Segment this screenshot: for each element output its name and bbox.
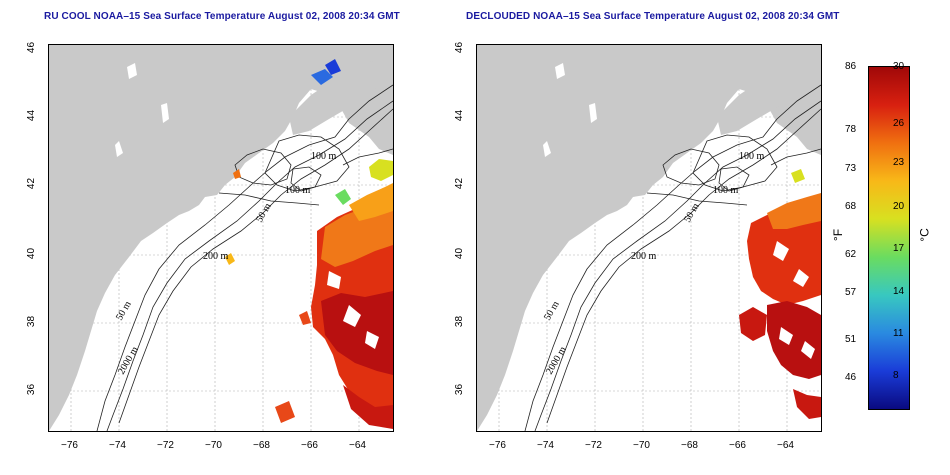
bathymetry-contours bbox=[524, 84, 821, 431]
map-right-svg: 100 m 100 m 50 m 200 m 50 m 2000 m bbox=[477, 45, 821, 431]
y-tick-label: 44 bbox=[26, 109, 38, 122]
lake bbox=[115, 141, 123, 157]
nova-scotia bbox=[717, 55, 821, 135]
contour-label-200m: 200 m bbox=[631, 251, 657, 262]
contour-label-50m: 50 m bbox=[114, 299, 134, 322]
x-tick-label: −66 bbox=[301, 440, 318, 451]
celsius-tick: 23 bbox=[893, 157, 905, 168]
y-tick-label: 38 bbox=[454, 315, 466, 328]
celsius-tick: 30 bbox=[893, 61, 905, 72]
x-tick-label: −70 bbox=[205, 440, 222, 451]
fahrenheit-unit-label: °F bbox=[831, 228, 846, 242]
celsius-tick: 8 bbox=[893, 370, 899, 381]
lake bbox=[589, 103, 597, 123]
nova-scotia bbox=[289, 55, 393, 135]
y-tick-label: 36 bbox=[454, 383, 466, 396]
contour-label-50m: 50 m bbox=[542, 299, 562, 322]
celsius-unit-label: °C bbox=[917, 228, 932, 242]
fahrenheit-tick: 68 bbox=[845, 201, 857, 212]
lake bbox=[555, 63, 565, 79]
celsius-tick: 11 bbox=[893, 328, 904, 339]
y-tick-label: 46 bbox=[454, 41, 466, 54]
color-scale-bar bbox=[868, 66, 910, 410]
contour-label-200m: 200 m bbox=[203, 251, 229, 262]
celsius-tick: 14 bbox=[893, 286, 905, 297]
fahrenheit-tick: 73 bbox=[845, 163, 857, 174]
y-tick-label: 42 bbox=[454, 177, 466, 190]
map-title-left: RU COOL NOAA–15 Sea Surface Temperature … bbox=[44, 11, 400, 22]
x-tick-label: −72 bbox=[157, 440, 174, 451]
map-title-right: DECLOUDED NOAA–15 Sea Surface Temperatur… bbox=[466, 11, 840, 22]
y-tick-label: 38 bbox=[26, 315, 38, 328]
fahrenheit-tick: 46 bbox=[845, 372, 857, 383]
celsius-tick: 26 bbox=[893, 118, 905, 129]
contour-label-100m: 100 m bbox=[285, 185, 311, 196]
x-tick-label: −76 bbox=[489, 440, 506, 451]
fahrenheit-tick: 62 bbox=[845, 249, 857, 260]
x-tick-label: −74 bbox=[109, 440, 126, 451]
y-tick-label: 46 bbox=[26, 41, 38, 54]
map-left-svg: 100 m 100 m 50 m 200 m 50 m 2000 m bbox=[49, 45, 393, 431]
fahrenheit-tick: 57 bbox=[845, 287, 857, 298]
x-tick-label: −70 bbox=[633, 440, 650, 451]
lake bbox=[127, 63, 137, 79]
lake bbox=[161, 103, 169, 123]
x-tick-label: −72 bbox=[585, 440, 602, 451]
x-tick-label: −64 bbox=[349, 440, 366, 451]
y-tick-label: 44 bbox=[454, 109, 466, 122]
contour-label-100m: 100 m bbox=[713, 185, 739, 196]
y-tick-label: 40 bbox=[454, 247, 466, 260]
celsius-tick: 20 bbox=[893, 201, 905, 212]
contour-label-100m: 100 m bbox=[739, 151, 765, 162]
land-mass bbox=[477, 45, 821, 431]
celsius-tick: 17 bbox=[893, 243, 905, 254]
land-mass bbox=[49, 45, 393, 431]
fahrenheit-tick: 86 bbox=[845, 61, 857, 72]
x-tick-label: −68 bbox=[253, 440, 270, 451]
map-panel-left: 100 m 100 m 50 m 200 m 50 m 2000 m bbox=[48, 44, 394, 432]
contour-label-100m: 100 m bbox=[311, 151, 337, 162]
x-tick-label: −74 bbox=[537, 440, 554, 451]
sst-data bbox=[739, 169, 821, 419]
fahrenheit-tick: 78 bbox=[845, 124, 857, 135]
lake bbox=[543, 141, 551, 157]
map-panel-right: 100 m 100 m 50 m 200 m 50 m 2000 m bbox=[476, 44, 822, 432]
x-tick-label: −64 bbox=[777, 440, 794, 451]
sst-data bbox=[225, 59, 393, 429]
y-tick-label: 42 bbox=[26, 177, 38, 190]
fahrenheit-tick: 51 bbox=[845, 334, 857, 345]
bathymetry-contours bbox=[96, 84, 393, 431]
y-tick-label: 40 bbox=[26, 247, 38, 260]
y-tick-label: 36 bbox=[26, 383, 38, 396]
x-tick-label: −76 bbox=[61, 440, 78, 451]
x-tick-label: −68 bbox=[681, 440, 698, 451]
x-tick-label: −66 bbox=[729, 440, 746, 451]
